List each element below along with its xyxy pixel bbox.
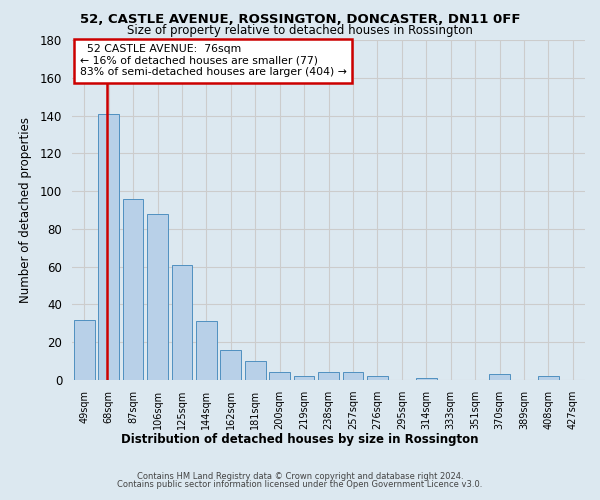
Bar (122, 198, 143, 380)
Bar (343, 372, 364, 380)
Bar (293, 376, 314, 380)
Bar (538, 376, 559, 380)
Bar (98, 114, 119, 380)
Bar (416, 378, 437, 380)
Y-axis label: Number of detached properties: Number of detached properties (19, 117, 32, 303)
Bar (220, 350, 241, 380)
Text: 52 CASTLE AVENUE:  76sqm
← 16% of detached houses are smaller (77)
83% of semi-d: 52 CASTLE AVENUE: 76sqm ← 16% of detache… (80, 44, 347, 78)
Bar (318, 372, 339, 380)
Text: Distribution of detached houses by size in Rossington: Distribution of detached houses by size … (121, 432, 479, 446)
Bar (489, 374, 510, 380)
Bar (74, 320, 95, 380)
Bar (245, 361, 266, 380)
Bar (367, 376, 388, 380)
Text: Size of property relative to detached houses in Rossington: Size of property relative to detached ho… (127, 24, 473, 37)
Bar (147, 214, 168, 380)
Text: 52, CASTLE AVENUE, ROSSINGTON, DONCASTER, DN11 0FF: 52, CASTLE AVENUE, ROSSINGTON, DONCASTER… (80, 13, 520, 26)
Bar (196, 322, 217, 380)
Bar (172, 265, 193, 380)
Text: Contains public sector information licensed under the Open Government Licence v3: Contains public sector information licen… (118, 480, 482, 489)
Text: Contains HM Land Registry data © Crown copyright and database right 2024.: Contains HM Land Registry data © Crown c… (137, 472, 463, 481)
Bar (269, 372, 290, 380)
